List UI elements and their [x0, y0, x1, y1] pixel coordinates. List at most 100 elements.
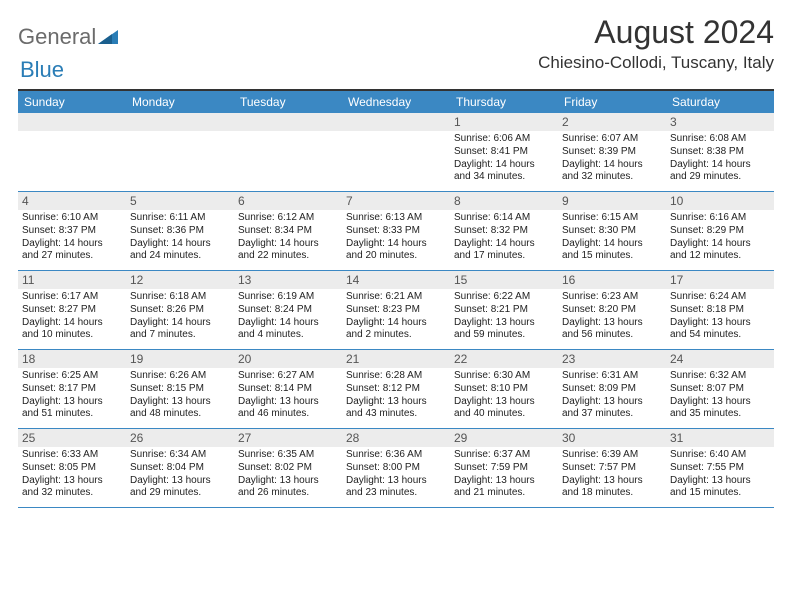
day-info: Sunrise: 6:39 AMSunset: 7:57 PMDaylight:…: [562, 449, 662, 500]
day-cell: .: [234, 113, 342, 191]
day-info: Sunrise: 6:10 AMSunset: 8:37 PMDaylight:…: [22, 212, 122, 263]
day-cell: 26 Sunrise: 6:34 AMSunset: 8:04 PMDayligh…: [126, 429, 234, 507]
day-info: Sunrise: 6:40 AMSunset: 7:55 PMDaylight:…: [670, 449, 770, 500]
day-cell: 15 Sunrise: 6:22 AMSunset: 8:21 PMDayligh…: [450, 271, 558, 349]
day-info: Sunrise: 6:17 AMSunset: 8:27 PMDaylight:…: [22, 291, 122, 342]
day-cell: 9 Sunrise: 6:15 AMSunset: 8:30 PMDaylight…: [558, 192, 666, 270]
day-cell: .: [342, 113, 450, 191]
day-cell: 1 Sunrise: 6:06 AMSunset: 8:41 PMDaylight…: [450, 113, 558, 191]
logo-triangle-icon: [98, 28, 118, 44]
day-cell: 22 Sunrise: 6:30 AMSunset: 8:10 PMDayligh…: [450, 350, 558, 428]
month-title: August 2024: [538, 14, 774, 51]
weekday-label: Thursday: [450, 91, 558, 113]
calendar-page: General August 2024 Chiesino-Collodi, Tu…: [0, 0, 792, 522]
day-cell: .: [126, 113, 234, 191]
date-number: 26: [126, 429, 234, 447]
week-row: ....1Sunrise: 6:06 AMSunset: 8:41 PMDayl…: [18, 113, 774, 192]
day-info: Sunrise: 6:37 AMSunset: 7:59 PMDaylight:…: [454, 449, 554, 500]
logo-text-1: General: [18, 24, 96, 50]
day-cell: 12Sunrise: 6:18 AMSunset: 8:26 PMDayligh…: [126, 271, 234, 349]
day-info: Sunrise: 6:08 AMSunset: 8:38 PMDaylight:…: [670, 133, 770, 184]
day-info: Sunrise: 6:27 AMSunset: 8:14 PMDaylight:…: [238, 370, 338, 421]
day-info: Sunrise: 6:12 AMSunset: 8:34 PMDaylight:…: [238, 212, 338, 263]
day-info: Sunrise: 6:15 AMSunset: 8:30 PMDaylight:…: [562, 212, 662, 263]
day-info: Sunrise: 6:25 AMSunset: 8:17 PMDaylight:…: [22, 370, 122, 421]
day-cell: 8 Sunrise: 6:14 AMSunset: 8:32 PMDaylight…: [450, 192, 558, 270]
date-number: 29: [450, 429, 558, 447]
date-number: 15: [450, 271, 558, 289]
date-number: 11: [18, 271, 126, 289]
date-number: 10: [666, 192, 774, 210]
weekday-label: Wednesday: [342, 91, 450, 113]
weeks-container: ....1Sunrise: 6:06 AMSunset: 8:41 PMDayl…: [18, 113, 774, 508]
day-cell: 29 Sunrise: 6:37 AMSunset: 7:59 PMDayligh…: [450, 429, 558, 507]
day-info: Sunrise: 6:32 AMSunset: 8:07 PMDaylight:…: [670, 370, 770, 421]
day-info: Sunrise: 6:30 AMSunset: 8:10 PMDaylight:…: [454, 370, 554, 421]
week-row: 18 Sunrise: 6:25 AMSunset: 8:17 PMDayligh…: [18, 350, 774, 429]
day-cell: 6Sunrise: 6:12 AMSunset: 8:34 PMDaylight…: [234, 192, 342, 270]
date-number: 25: [18, 429, 126, 447]
day-cell: 13Sunrise: 6:19 AMSunset: 8:24 PMDayligh…: [234, 271, 342, 349]
day-info: Sunrise: 6:34 AMSunset: 8:04 PMDaylight:…: [130, 449, 230, 500]
day-cell: 18 Sunrise: 6:25 AMSunset: 8:17 PMDayligh…: [18, 350, 126, 428]
day-info: Sunrise: 6:28 AMSunset: 8:12 PMDaylight:…: [346, 370, 446, 421]
date-number: 31: [666, 429, 774, 447]
day-cell: 28Sunrise: 6:36 AMSunset: 8:00 PMDayligh…: [342, 429, 450, 507]
day-cell: 21 Sunrise: 6:28 AMSunset: 8:12 PMDayligh…: [342, 350, 450, 428]
day-info: Sunrise: 6:22 AMSunset: 8:21 PMDaylight:…: [454, 291, 554, 342]
week-row: 11 Sunrise: 6:17 AMSunset: 8:27 PMDayligh…: [18, 271, 774, 350]
date-number: 30: [558, 429, 666, 447]
weekday-header: Sunday Monday Tuesday Wednesday Thursday…: [18, 91, 774, 113]
date-number: 28: [342, 429, 450, 447]
day-info: Sunrise: 6:31 AMSunset: 8:09 PMDaylight:…: [562, 370, 662, 421]
date-number: 1: [450, 113, 558, 131]
date-number: 18: [18, 350, 126, 368]
date-number: 9: [558, 192, 666, 210]
date-number: 20: [234, 350, 342, 368]
date-number: 8: [450, 192, 558, 210]
title-block: August 2024 Chiesino-Collodi, Tuscany, I…: [538, 14, 774, 73]
day-cell: 20 Sunrise: 6:27 AMSunset: 8:14 PMDayligh…: [234, 350, 342, 428]
day-cell: 11 Sunrise: 6:17 AMSunset: 8:27 PMDayligh…: [18, 271, 126, 349]
day-cell: 17Sunrise: 6:24 AMSunset: 8:18 PMDayligh…: [666, 271, 774, 349]
week-row: 25Sunrise: 6:33 AMSunset: 8:05 PMDayligh…: [18, 429, 774, 508]
day-info: Sunrise: 6:26 AMSunset: 8:15 PMDaylight:…: [130, 370, 230, 421]
date-number: 4: [18, 192, 126, 210]
date-number: 3: [666, 113, 774, 131]
calendar-grid: Sunday Monday Tuesday Wednesday Thursday…: [18, 91, 774, 508]
date-number: 22: [450, 350, 558, 368]
day-cell: 10Sunrise: 6:16 AMSunset: 8:29 PMDayligh…: [666, 192, 774, 270]
weekday-label: Saturday: [666, 91, 774, 113]
date-number: 21: [342, 350, 450, 368]
day-cell: 5Sunrise: 6:11 AMSunset: 8:36 PMDaylight…: [126, 192, 234, 270]
date-number: .: [126, 113, 234, 131]
day-cell: .: [18, 113, 126, 191]
day-cell: 19Sunrise: 6:26 AMSunset: 8:15 PMDayligh…: [126, 350, 234, 428]
date-number: .: [234, 113, 342, 131]
day-cell: 25Sunrise: 6:33 AMSunset: 8:05 PMDayligh…: [18, 429, 126, 507]
date-number: 2: [558, 113, 666, 131]
day-info: Sunrise: 6:23 AMSunset: 8:20 PMDaylight:…: [562, 291, 662, 342]
day-cell: 4 Sunrise: 6:10 AMSunset: 8:37 PMDaylight…: [18, 192, 126, 270]
day-cell: 14 Sunrise: 6:21 AMSunset: 8:23 PMDayligh…: [342, 271, 450, 349]
day-info: Sunrise: 6:21 AMSunset: 8:23 PMDaylight:…: [346, 291, 446, 342]
weekday-label: Friday: [558, 91, 666, 113]
weekday-label: Tuesday: [234, 91, 342, 113]
date-number: 17: [666, 271, 774, 289]
date-number: .: [342, 113, 450, 131]
day-cell: 3 Sunrise: 6:08 AMSunset: 8:38 PMDaylight…: [666, 113, 774, 191]
day-cell: 24Sunrise: 6:32 AMSunset: 8:07 PMDayligh…: [666, 350, 774, 428]
day-cell: 16Sunrise: 6:23 AMSunset: 8:20 PMDayligh…: [558, 271, 666, 349]
weekday-label: Monday: [126, 91, 234, 113]
week-row: 4 Sunrise: 6:10 AMSunset: 8:37 PMDaylight…: [18, 192, 774, 271]
weekday-label: Sunday: [18, 91, 126, 113]
day-info: Sunrise: 6:19 AMSunset: 8:24 PMDaylight:…: [238, 291, 338, 342]
location-subtitle: Chiesino-Collodi, Tuscany, Italy: [538, 53, 774, 73]
day-info: Sunrise: 6:06 AMSunset: 8:41 PMDaylight:…: [454, 133, 554, 184]
date-number: 23: [558, 350, 666, 368]
day-cell: 7Sunrise: 6:13 AMSunset: 8:33 PMDaylight…: [342, 192, 450, 270]
date-number: 14: [342, 271, 450, 289]
date-number: 27: [234, 429, 342, 447]
day-info: Sunrise: 6:11 AMSunset: 8:36 PMDaylight:…: [130, 212, 230, 263]
day-info: Sunrise: 6:14 AMSunset: 8:32 PMDaylight:…: [454, 212, 554, 263]
